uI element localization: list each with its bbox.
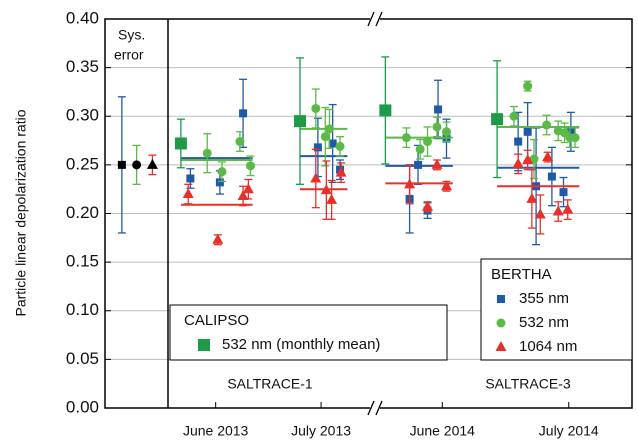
axis-break-gap [370, 16, 380, 22]
axis-break [367, 400, 375, 416]
sys-error-point [132, 160, 142, 170]
axis-break-gap [370, 405, 380, 411]
legend-title: BERTHA [491, 266, 552, 283]
data-point [509, 111, 519, 121]
data-point [422, 200, 434, 211]
data-point [529, 154, 539, 164]
axis-break [367, 11, 375, 27]
data-point [174, 137, 187, 150]
data-point [182, 188, 194, 199]
data-point [534, 208, 546, 219]
data-point [491, 113, 504, 126]
data-point [212, 233, 224, 244]
annotation: Sys. [118, 27, 145, 43]
data-point [245, 161, 255, 171]
data-point [440, 180, 452, 191]
data-point [570, 133, 580, 143]
data-point [431, 158, 443, 169]
data-point [186, 174, 195, 183]
data-point [514, 137, 523, 146]
y-tick-label: 0.40 [66, 8, 99, 27]
x-tick-label: July 2013 [291, 423, 351, 439]
data-point [293, 115, 306, 128]
data-point [404, 178, 416, 189]
data-point [325, 124, 335, 134]
data-point [320, 184, 332, 195]
data-point [401, 133, 411, 143]
legend-box [480, 258, 633, 361]
data-point [379, 104, 392, 117]
data-point [235, 137, 245, 147]
y-tick-label: 0.00 [66, 397, 99, 416]
data-point [313, 143, 322, 152]
legend-title: CALIPSO [184, 312, 249, 329]
legend-label: 355 nm [519, 290, 569, 307]
legend-marker [198, 339, 210, 351]
y-tick-label: 0.35 [66, 57, 99, 76]
data-point [335, 166, 347, 177]
data-point [320, 132, 330, 142]
x-tick-label: July 2014 [539, 423, 599, 439]
annotation: SALTRACE-1 [227, 376, 313, 392]
data-point [526, 192, 538, 203]
legend-marker [495, 341, 507, 351]
x-tick-label: June 2013 [183, 423, 249, 439]
legend-label: 532 nm (monthly mean) [222, 336, 380, 353]
sys-error-point [146, 158, 158, 169]
data-point [310, 172, 322, 183]
data-point [414, 160, 423, 169]
y-tick-label: 0.20 [66, 203, 99, 222]
data-point [559, 188, 568, 197]
data-point [542, 151, 554, 162]
data-point [415, 144, 425, 154]
sys-error-point [117, 160, 126, 169]
data-point [432, 122, 442, 132]
data-point [326, 193, 338, 204]
data-point [566, 127, 575, 136]
data-point [328, 139, 337, 148]
data-point [523, 81, 533, 91]
data-point [202, 148, 212, 158]
data-point [547, 172, 556, 181]
data-point [217, 167, 227, 177]
legend-label: 1064 nm [519, 338, 577, 355]
data-point [237, 189, 249, 200]
data-point [434, 105, 443, 114]
y-tick-label: 0.15 [66, 252, 99, 271]
data-point [522, 154, 534, 165]
legend-marker [497, 295, 505, 303]
data-point [242, 183, 254, 194]
data-point [335, 141, 345, 151]
x-tick-label: June 2014 [410, 423, 476, 439]
y-tick-label: 0.10 [66, 300, 99, 319]
data-point [552, 205, 564, 216]
y-tick-label: 0.30 [66, 106, 99, 125]
data-point [215, 178, 224, 187]
data-point [512, 157, 524, 168]
axis-break [375, 400, 383, 416]
annotation: error [114, 47, 144, 63]
y-tick-label: 0.25 [66, 154, 99, 173]
data-point [523, 127, 532, 136]
data-point [562, 203, 574, 214]
legend-box [169, 304, 448, 361]
legend-marker [496, 318, 506, 328]
legend-label: 532 nm [519, 314, 569, 331]
data-point [239, 109, 248, 118]
data-point [542, 120, 552, 130]
data-point [311, 103, 321, 113]
data-point [423, 137, 433, 147]
y-axis-label: Particle linear depolarization ratio [13, 109, 29, 316]
y-tick-label: 0.05 [66, 349, 99, 368]
axis-break [375, 11, 383, 27]
annotation: SALTRACE-3 [485, 376, 571, 392]
data-point [441, 127, 451, 137]
plot-frame [104, 18, 633, 409]
